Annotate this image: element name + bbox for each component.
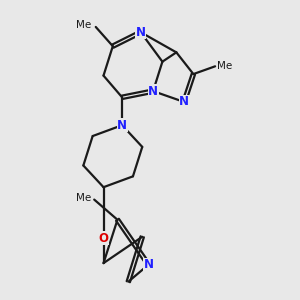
Text: N: N [143,258,154,271]
Text: Me: Me [76,20,91,30]
Text: N: N [136,26,146,39]
Text: O: O [98,232,109,245]
Text: Me: Me [76,193,91,203]
Text: N: N [117,119,127,132]
Text: N: N [148,85,158,98]
Text: N: N [179,95,189,109]
Text: Me: Me [217,61,232,71]
